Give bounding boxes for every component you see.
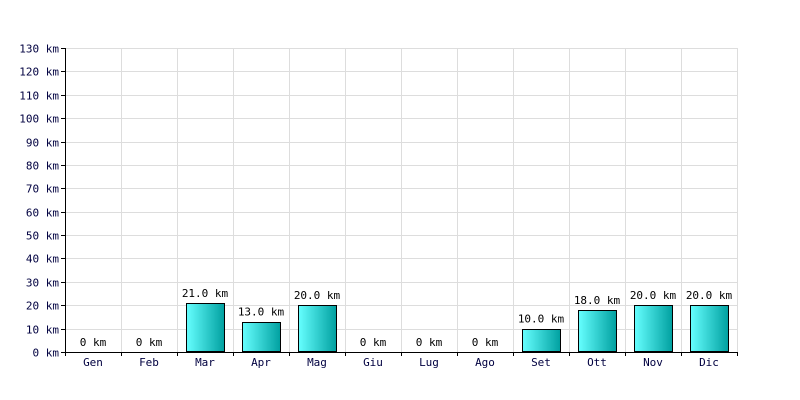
x-tick-label-gen: Gen [83, 356, 103, 369]
x-axis-ticks: Gen Feb Mar Apr Mag Giu Lug Ago Set Ott Nov Dic [65, 352, 738, 369]
y-tick-label: 60 km [26, 207, 59, 220]
data-label-dic: 20.0 km [686, 289, 733, 302]
x-tick-label-lug: Lug [419, 356, 439, 369]
x-tick-label-giu: Giu [363, 356, 383, 369]
y-tick-label: 110 km [19, 90, 59, 103]
y-tick-label: 80 km [26, 160, 59, 173]
y-tick-label: 100 km [19, 113, 59, 126]
bar-ott [578, 310, 617, 352]
bars [186, 303, 729, 352]
y-tick-label: 40 km [26, 253, 59, 266]
data-label-mar: 21.0 km [182, 287, 229, 300]
axes [61, 48, 737, 356]
y-tick-label: 20 km [26, 300, 59, 313]
bar-set [522, 329, 561, 352]
y-tick-label: 0 km [33, 347, 60, 360]
bar-dic [690, 305, 729, 352]
y-tick-label: 90 km [26, 137, 59, 150]
y-tick-label: 130 km [19, 43, 59, 56]
data-label-ott: 18.0 km [574, 294, 621, 307]
data-label-set: 10.0 km [518, 313, 565, 326]
data-label-lug: 0 km [416, 336, 443, 349]
y-axis-ticks: 0 km 10 km 20 km 30 km 40 km 50 km 60 km 70 km 8… [19, 43, 65, 360]
data-label-nov: 20.0 km [630, 289, 677, 302]
bar-mar [186, 303, 225, 352]
data-label-giu: 0 km [360, 336, 387, 349]
y-tick-label: 10 km [26, 324, 59, 337]
data-label-feb: 0 km [136, 336, 163, 349]
bar-mag [298, 305, 337, 352]
x-tick-label-apr: Apr [251, 356, 271, 369]
x-tick-label-ago: Ago [475, 356, 495, 369]
y-tick-label: 70 km [26, 183, 59, 196]
data-label-gen: 0 km [80, 336, 107, 349]
x-tick-label-nov: Nov [643, 356, 663, 369]
data-labels: 0 km 0 km 21.0 km 13.0 km 20.0 km 0 km 0 km 0 k… [80, 287, 733, 349]
data-label-mag: 20.0 km [294, 289, 341, 302]
data-label-apr: 13.0 km [238, 306, 285, 319]
x-tick-label-dic: Dic [699, 356, 719, 369]
y-tick-label: 50 km [26, 230, 59, 243]
bar-nov [634, 305, 673, 352]
grid [65, 48, 738, 353]
x-tick-label-set: Set [531, 356, 551, 369]
y-tick-label: 120 km [19, 66, 59, 79]
bar-apr [242, 322, 281, 352]
data-label-ago: 0 km [472, 336, 499, 349]
y-tick-label: 30 km [26, 277, 59, 290]
x-tick-label-ott: Ott [587, 356, 607, 369]
x-tick-label-feb: Feb [139, 356, 159, 369]
x-tick-label-mag: Mag [307, 356, 327, 369]
x-tick-label-mar: Mar [195, 356, 215, 369]
